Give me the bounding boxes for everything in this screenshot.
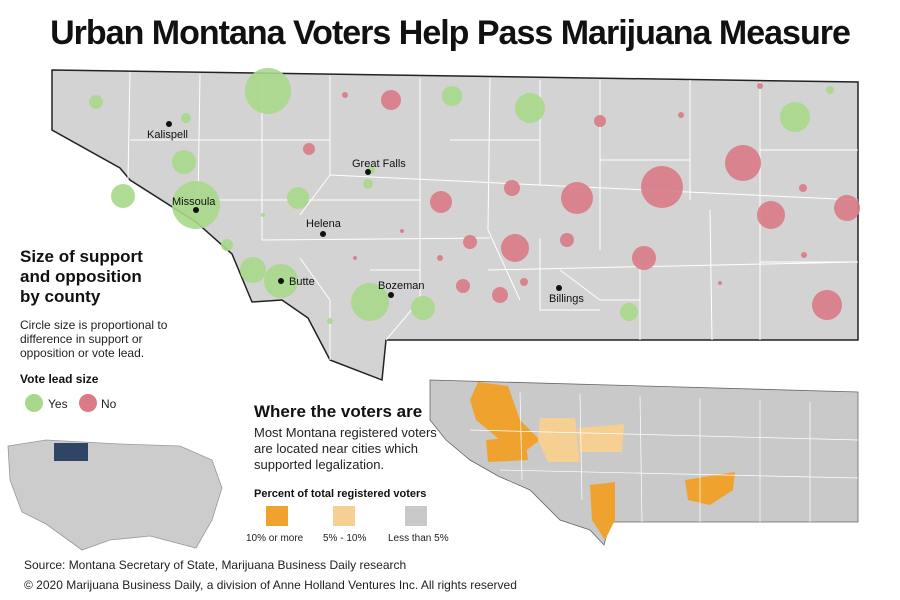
city-dot [166, 121, 172, 127]
no-bubble [561, 182, 593, 214]
voters-inset-map [429, 379, 859, 546]
no-bubble [678, 112, 684, 118]
tier-low-label: Less than 5% [388, 533, 449, 544]
no-bubble [381, 90, 401, 110]
city-dot [388, 292, 394, 298]
vote-lead-bubbles [89, 68, 860, 324]
no-bubble [799, 184, 807, 192]
no-bubble [725, 145, 761, 181]
no-bubble [437, 255, 443, 261]
city-markers: Kalispell Great Falls Missoula Helena Bu… [147, 121, 584, 305]
voters-body: Most Montana registered voters are locat… [254, 425, 437, 472]
yes-bubble [181, 113, 191, 123]
tier-high-label: 10% or more [246, 533, 304, 544]
no-bubble [504, 180, 520, 196]
tier-low-swatch [405, 506, 427, 526]
tier-mid-region [578, 424, 624, 452]
no-bubble [757, 83, 763, 89]
tier-mid-label: 5% - 10% [323, 533, 367, 544]
yes-bubble [620, 303, 638, 321]
yes-bubble [172, 150, 196, 174]
city-label: Helena [306, 218, 342, 230]
no-bubble [718, 281, 722, 285]
yes-bubble [411, 296, 435, 320]
yes-bubble [351, 283, 389, 321]
no-bubble [812, 290, 842, 320]
montana-outline [51, 69, 859, 382]
usa-locator-map [7, 439, 223, 551]
source-note: Source: Montana Secretary of State, Mari… [24, 558, 407, 572]
montana-highlight [54, 443, 88, 461]
percent-heading: Percent of total registered voters [254, 488, 427, 500]
yes-bubble [261, 213, 265, 217]
no-bubble [560, 233, 574, 247]
no-bubble [353, 256, 357, 260]
no-bubble [501, 234, 529, 262]
city-dot [556, 285, 562, 291]
yes-bubble [327, 318, 333, 324]
no-bubble [641, 166, 683, 208]
yes-bubble [89, 95, 103, 109]
usa-outline [7, 439, 223, 551]
no-bubble [456, 279, 470, 293]
yes-bubble [245, 68, 291, 114]
yes-bubble [111, 184, 135, 208]
no-bubble [520, 278, 528, 286]
no-bubble [801, 252, 807, 258]
yes-bubble [515, 93, 545, 123]
legend-heading: Size of support and opposition by county [20, 247, 143, 306]
city-label: Billings [549, 293, 584, 305]
tier-mid-region [538, 418, 580, 462]
no-bubble [342, 92, 348, 98]
no-legend-swatch [79, 394, 97, 412]
tier-mid-swatch [333, 506, 355, 526]
yes-bubble [287, 187, 309, 209]
city-label: Kalispell [147, 129, 188, 141]
map-title: Urban Montana Voters Help Pass Marijuana… [50, 14, 851, 52]
voters-inset-outline [429, 379, 859, 546]
legend-note: Circle size is proportional to differenc… [20, 318, 168, 360]
yes-bubble [172, 181, 220, 229]
no-legend-label: No [101, 397, 117, 411]
city-dot [320, 231, 326, 237]
no-bubble [303, 143, 315, 155]
no-bubble [463, 235, 477, 249]
no-bubble [492, 287, 508, 303]
yes-bubble [221, 239, 233, 251]
yes-bubble [442, 86, 462, 106]
yes-legend-swatch [25, 394, 43, 412]
no-bubble [834, 195, 860, 221]
tier-high-region [590, 482, 615, 540]
yes-bubble [363, 179, 373, 189]
yes-bubble [240, 257, 266, 283]
voters-heading: Where the voters are [254, 402, 423, 421]
city-dot [278, 278, 284, 284]
tier-high-region [685, 472, 735, 505]
tier-high-region [486, 436, 528, 462]
vote-lead-heading: Vote lead size [20, 372, 99, 386]
city-label: Missoula [172, 196, 216, 208]
city-dot [193, 207, 199, 213]
no-bubble [594, 115, 606, 127]
city-label: Butte [289, 276, 315, 288]
tier-high-swatch [266, 506, 288, 526]
no-bubble [430, 191, 452, 213]
no-bubble [400, 229, 404, 233]
no-bubble [757, 201, 785, 229]
yes-legend-label: Yes [48, 397, 68, 411]
city-label: Great Falls [352, 158, 406, 170]
yes-bubble [780, 102, 810, 132]
yes-bubble [826, 86, 834, 94]
no-bubble [632, 246, 656, 270]
copyright-note: © 2020 Marijuana Business Daily, a divis… [24, 578, 517, 592]
city-dot [365, 169, 371, 175]
city-label: Bozeman [378, 280, 424, 292]
